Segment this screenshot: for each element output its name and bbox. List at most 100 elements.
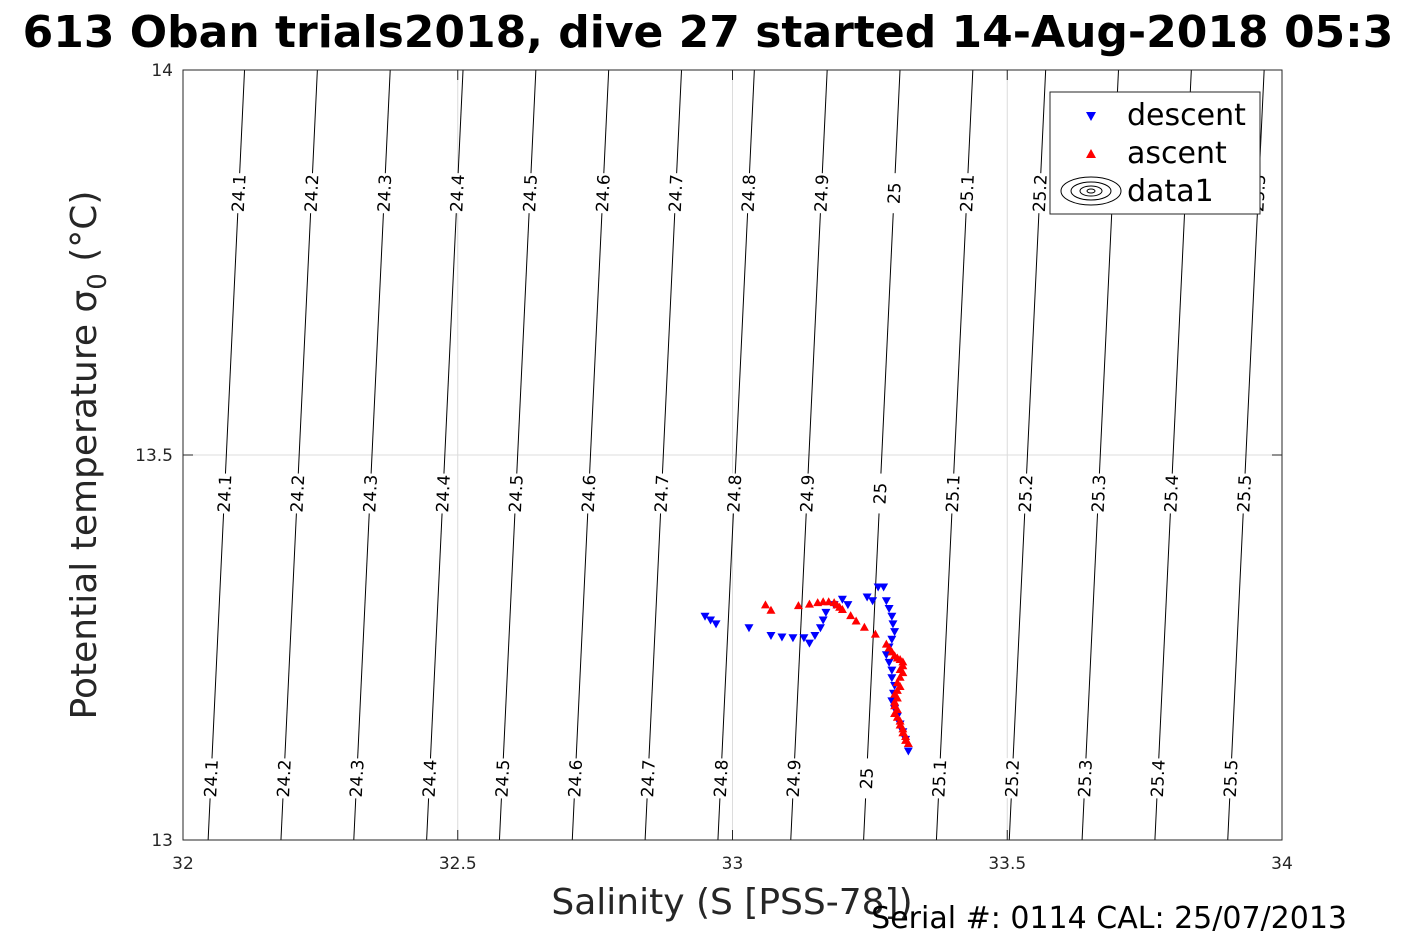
- ascent-point: [837, 605, 847, 613]
- descent-point: [862, 593, 872, 602]
- ascent-point: [859, 622, 869, 631]
- descent-point: [788, 634, 798, 643]
- isopycnal-label-bg: [492, 757, 513, 799]
- y-tick-label: 13.5: [135, 446, 173, 466]
- isopycnal-label-bg: [360, 473, 381, 514]
- isopycnal-label-bg: [942, 473, 963, 514]
- isopycnal-label-bg: [1075, 757, 1095, 799]
- isopycnal-label-bg: [346, 757, 367, 799]
- y-axis-label: Potential temperature σ0 (°C): [64, 191, 113, 720]
- isopycnal-label: 25.2: [1002, 759, 1024, 798]
- descent-point: [837, 595, 847, 604]
- isopycnal-label: 25.3: [1089, 474, 1111, 513]
- descent-point: [843, 601, 853, 610]
- descent-point: [711, 620, 721, 629]
- isopycnal-label-bg: [811, 172, 832, 214]
- descent-point: [868, 597, 878, 606]
- isopycnal-label: 24.7: [666, 174, 688, 213]
- descent-point: [887, 674, 897, 683]
- descent-point: [744, 624, 754, 633]
- legend-data1-label: data1: [1127, 174, 1214, 209]
- ascent-point: [846, 611, 856, 620]
- isopycnal-label: 25.1: [929, 759, 951, 798]
- x-tick-label: 34: [1271, 854, 1293, 874]
- ascent-point: [760, 600, 770, 609]
- isopycnal-label: 24.1: [201, 759, 223, 798]
- isopycnal-label: 25.4: [1161, 474, 1183, 513]
- y-axis-label-subscript: 0: [83, 273, 113, 290]
- ascent-point: [870, 629, 880, 638]
- x-tick-label: 33: [722, 854, 744, 874]
- descent-point: [887, 612, 897, 621]
- descent-point: [821, 608, 831, 617]
- isopycnal-label: 24.8: [739, 174, 761, 213]
- isopycnal-label-bg: [797, 473, 818, 514]
- isopycnal-label: 24.7: [652, 474, 674, 513]
- descent-point: [884, 658, 894, 667]
- isopycnal-label-bg: [1029, 172, 1050, 214]
- isopycnal-label-bg: [374, 172, 395, 214]
- isopycnal-label: 25.3: [1075, 759, 1097, 798]
- ascent-point: [903, 738, 913, 747]
- x-tick-label: 32.5: [439, 854, 477, 874]
- isopycnal-label-bg: [287, 473, 308, 514]
- isopycnal-label-bg: [214, 473, 235, 514]
- isopycnal-label: 25.2: [1030, 174, 1052, 213]
- isopycnal-label: 24.2: [302, 174, 324, 213]
- isopycnal-label: 24.4: [420, 759, 442, 798]
- isopycnal-label-bg: [738, 172, 759, 214]
- isopycnal-label: 25: [885, 182, 906, 205]
- isopycnal-label-bg: [1220, 757, 1241, 799]
- isopycnal-label-bg: [870, 473, 890, 514]
- isopycnal-label: 24.7: [638, 759, 660, 798]
- x-tick-label: 33.5: [988, 854, 1026, 874]
- ascent-point: [824, 597, 834, 606]
- isopycnal-label: 24.5: [506, 474, 528, 513]
- descent-point: [888, 620, 898, 629]
- isopycnal-label-bg: [724, 473, 745, 514]
- isopycnal-label-bg: [447, 172, 468, 214]
- legend-ascent-label: ascent: [1127, 136, 1227, 171]
- axis-ticks: 32 32.5 33 33.5 34 13 13.5 14: [135, 61, 1293, 874]
- descent-point: [799, 634, 809, 643]
- descent-point: [887, 666, 897, 675]
- isopycnal-label: 24.9: [797, 474, 819, 513]
- ascent-series: [760, 597, 913, 747]
- y-axis-label-main: Potential temperature σ: [64, 290, 105, 720]
- descent-point: [887, 635, 897, 644]
- isopycnal-label: 24.6: [579, 474, 601, 513]
- isopycnal-label-bg: [520, 172, 540, 214]
- isopycnal-label-bg: [228, 172, 249, 214]
- legend: descent ascent data1: [1049, 91, 1261, 215]
- descent-point: [804, 639, 814, 648]
- isopycnal-label-bg: [1161, 473, 1182, 514]
- isopycnal-label-bg: [957, 172, 977, 214]
- isopycnal-label-bg: [592, 172, 613, 214]
- isopycnal-label: 24.2: [274, 759, 296, 798]
- ascent-point: [793, 601, 803, 610]
- isopycnal-label-bg: [565, 757, 586, 799]
- ascent-point: [804, 599, 814, 608]
- isopycnal-labels: 24.1 24.1 24.1 24.2 24.2 24.2 24.3 24.3 24.3 24.4…: [201, 172, 1270, 799]
- isopycnal-label-bg: [201, 757, 221, 799]
- isopycnal-label-bg: [1234, 473, 1255, 514]
- isopycnal-label-bg: [273, 757, 294, 799]
- isopycnal-label-bg: [301, 172, 322, 214]
- isopycnal-label: 24.9: [784, 759, 806, 798]
- isopycnal-label: 25: [857, 767, 878, 790]
- isopycnal-label-bg: [929, 757, 950, 799]
- y-axis-label-unit: (°C): [64, 191, 105, 274]
- legend-box: [1049, 91, 1261, 215]
- descent-point: [706, 616, 716, 625]
- isopycnal-label: 24.1: [215, 474, 237, 513]
- isopycnal-label-bg: [884, 172, 905, 214]
- isopycnal-label: 24.8: [711, 759, 733, 798]
- isopycnal-label: 24.6: [593, 174, 615, 213]
- isopycnal-label: 24.1: [229, 174, 251, 213]
- isopycnal-label: 24.6: [565, 759, 587, 798]
- isopycnal-label: 25.2: [1016, 474, 1038, 513]
- isopycnal-label-bg: [505, 473, 526, 514]
- isopycnal-label: 25: [870, 482, 891, 505]
- descent-point: [879, 583, 889, 592]
- isopycnal-label-bg: [783, 757, 804, 799]
